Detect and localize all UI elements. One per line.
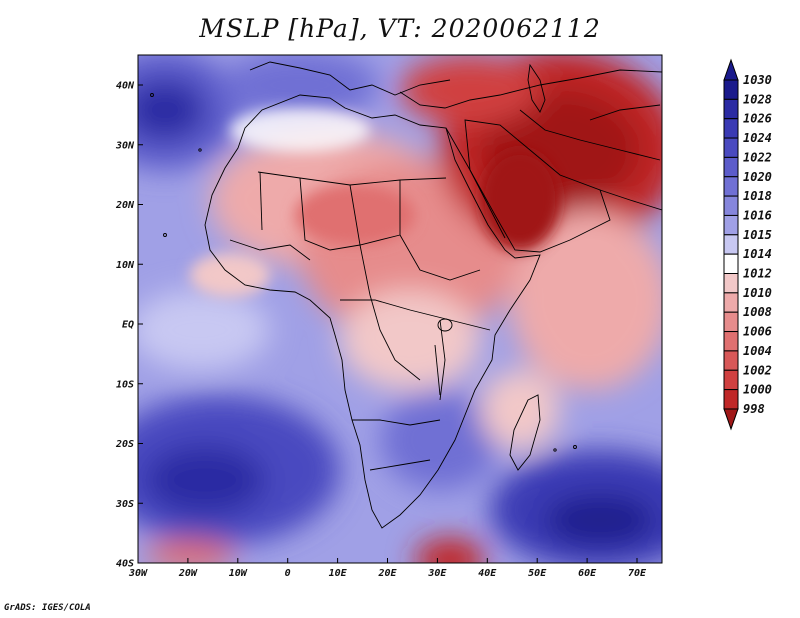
colorbar-top-arrow [723, 58, 739, 81]
colorbar-swatch [723, 292, 739, 313]
lat-tick-label: 40N [116, 81, 135, 92]
colorbar-label: 1016 [743, 208, 772, 222]
lon-tick-label: 10E [329, 568, 348, 579]
lon-tick-label: 0 [285, 568, 291, 579]
colorbar-swatch [723, 156, 739, 178]
colorbar-bottom-arrow [723, 408, 739, 431]
lon-tick-label: 10W [229, 568, 248, 579]
colorbar-label: 1030 [743, 73, 772, 87]
lat-tick-label: 20N [115, 200, 135, 211]
colorbar-swatch [723, 98, 739, 120]
colorbar-label: 1014 [743, 247, 772, 261]
colorbar-label: 1026 [743, 112, 772, 126]
colorbar-swatch [723, 176, 739, 197]
colorbar-label: 1012 [743, 267, 772, 281]
colorbar-label: 1024 [743, 131, 772, 145]
lon-tick-label: 40E [478, 568, 497, 579]
colorbar-swatch [723, 389, 739, 410]
lat-tick-label: 30S [115, 499, 134, 510]
lat-tick-label: 10S [116, 379, 134, 390]
lon-tick-label: 70E [628, 568, 647, 579]
colorbar-label: 1015 [743, 228, 772, 242]
lon-tick-label: 50E [528, 568, 547, 579]
colorbar-label: 1028 [743, 92, 772, 106]
colorbar-label: 1020 [743, 170, 772, 184]
colorbar-label: 1004 [743, 344, 772, 358]
colorbar-label: 1022 [743, 150, 772, 164]
footer-credit: GrADS: IGES/COLA [4, 603, 91, 613]
colorbar-swatch [723, 79, 739, 100]
colorbar-label: 1008 [743, 305, 772, 319]
colorbar-swatch [723, 137, 739, 158]
colorbar-label: 1006 [743, 325, 772, 339]
lon-tick-label: 20E [377, 568, 397, 579]
map-frame [137, 54, 663, 564]
colorbar-swatch [723, 195, 739, 216]
coastlines [150, 61, 662, 529]
latitude-axis: 40N 30N 20N 10N EQ 10S 20S 30S 40S [115, 81, 143, 570]
colorbar-swatch [723, 331, 739, 352]
lon-tick-label: 30W [128, 568, 148, 579]
lat-tick-label: 30N [115, 140, 135, 151]
colorbar-swatch [723, 118, 739, 139]
lon-tick-label: 30E [427, 568, 447, 579]
colorbar-label: 1002 [743, 363, 772, 377]
pressure-field [138, 55, 662, 563]
colorbar-label: 1000 [743, 383, 772, 397]
longitude-axis: 30W 20W 10W 0 10E 20E 30E 40E 50E 60E 70E [128, 558, 647, 579]
colorbar-swatch [723, 350, 739, 371]
colorbar: 1030 1028 1026 1024 1022 1020 1018 1016 1015 1014… [723, 58, 772, 431]
colorbar-label: 1010 [743, 286, 772, 300]
colorbar-label: 1018 [743, 189, 772, 203]
colorbar-swatch [723, 273, 739, 294]
lon-tick-label: 60E [578, 568, 597, 579]
lat-tick-label: 20S [115, 439, 134, 450]
lat-tick-label: EQ [122, 320, 134, 331]
lat-tick-label: 10N [116, 260, 135, 271]
colorbar-swatch [723, 214, 739, 236]
colorbar-swatch [723, 253, 739, 274]
lon-tick-label: 20W [178, 568, 198, 579]
colorbar-swatch [723, 369, 739, 391]
map-title: MSLP [hPa], VT: 2020062112 [199, 14, 601, 43]
colorbar-label: 998 [743, 402, 765, 416]
lat-tick-label: 40S [116, 559, 134, 570]
colorbar-swatch [723, 234, 739, 255]
colorbar-swatch [723, 311, 739, 333]
